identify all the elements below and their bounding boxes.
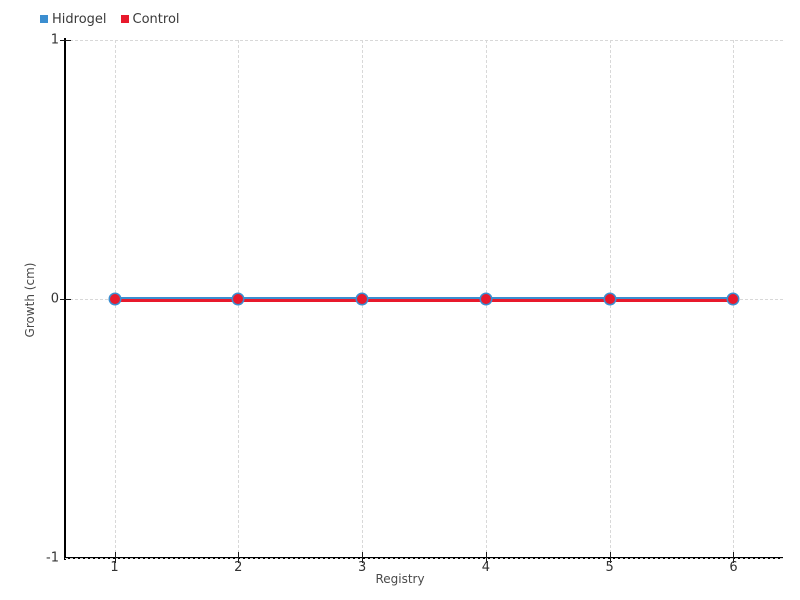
y-tick-label: -1 xyxy=(46,550,59,566)
y-tick-mark xyxy=(60,299,71,300)
x-tick-label: 6 xyxy=(729,560,738,575)
x-axis-title: Registry xyxy=(375,572,425,586)
series-line-control xyxy=(238,298,363,302)
series-line-hidrogel xyxy=(114,296,239,300)
x-tick-mark xyxy=(238,552,240,563)
series-line-control xyxy=(362,298,486,302)
x-tick-mark xyxy=(609,552,611,563)
gridline-horizontal xyxy=(65,558,783,559)
x-tick-mark xyxy=(362,552,364,563)
legend-item-control[interactable]: Control xyxy=(120,11,180,27)
series-line-control xyxy=(114,298,239,302)
x-tick-label: 3 xyxy=(357,560,367,575)
y-axis-title: Growth (cm) xyxy=(23,262,37,338)
series-line-control xyxy=(485,298,610,302)
series-line-hidrogel xyxy=(362,296,486,300)
x-tick-mark xyxy=(485,552,487,563)
legend-item-hidrogel[interactable]: Hidrogel xyxy=(40,13,107,26)
y-tick-label: 0 xyxy=(50,291,59,307)
legend-swatch-control xyxy=(120,15,129,23)
series-line-hidrogel xyxy=(238,296,363,300)
data-point-control[interactable] xyxy=(604,294,615,304)
chart-legend: Hidrogel Control xyxy=(40,10,180,28)
data-point-control[interactable] xyxy=(357,294,368,304)
series-line-hidrogel xyxy=(609,296,734,300)
data-point-control[interactable] xyxy=(109,294,120,304)
series-line-hidrogel xyxy=(485,296,610,300)
x-tick-label: 2 xyxy=(234,560,243,575)
x-tick-mark xyxy=(733,552,735,563)
data-point-control[interactable] xyxy=(728,294,739,304)
x-tick-label: 1 xyxy=(110,560,119,575)
legend-label-hidrogel: Hidrogel xyxy=(52,11,107,27)
x-tick-label: 4 xyxy=(481,560,491,575)
data-point-control[interactable] xyxy=(233,294,244,304)
x-tick-mark xyxy=(114,552,116,563)
series-line-control xyxy=(609,298,734,302)
data-point-control[interactable] xyxy=(480,294,491,304)
y-tick-mark xyxy=(60,40,71,41)
plot-area: 1 0 -1 1 2 3 4 5 6 xyxy=(46,33,783,575)
legend-label-control: Control xyxy=(132,11,180,27)
x-tick-label: 5 xyxy=(605,560,614,575)
y-tick-label: 1 xyxy=(50,32,59,48)
legend-swatch-hidrogel xyxy=(40,15,48,23)
gridline-horizontal xyxy=(65,40,783,41)
